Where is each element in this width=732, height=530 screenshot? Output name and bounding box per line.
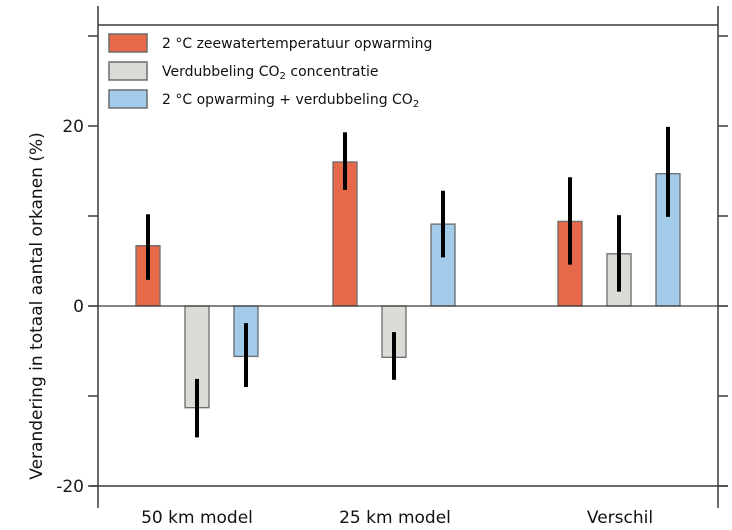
legend-label: 2 °C zeewatertemperatuur opwarming [162, 36, 432, 52]
category-label: 25 km model [339, 508, 451, 528]
category-labels: 50 km model 25 km model Verschil [141, 508, 653, 528]
chart-frame [88, 6, 728, 508]
y-tick-label: 0 [73, 297, 84, 317]
y-tick-label: -20 [56, 477, 84, 497]
legend-label: 2 °C opwarming + verdubbeling CO2 [162, 92, 419, 110]
y-tick-label: 20 [62, 117, 84, 137]
legend-swatch [108, 89, 148, 109]
category-label: 50 km model [141, 508, 253, 528]
legend-label: Verdubbeling CO2 concentratie [162, 64, 379, 82]
y-tick-labels: 20 0 -20 [56, 117, 84, 497]
bars-layer [135, 161, 681, 409]
category-label: Verschil [587, 508, 653, 528]
y-axis-label: Verandering in totaal aantal orkanen (%) [27, 132, 47, 479]
legend: 2 °C zeewatertemperatuur opwarming Verdub… [108, 33, 432, 110]
error-bars-layer [146, 126, 670, 438]
legend-swatch [108, 61, 148, 81]
legend-swatch [108, 33, 148, 53]
